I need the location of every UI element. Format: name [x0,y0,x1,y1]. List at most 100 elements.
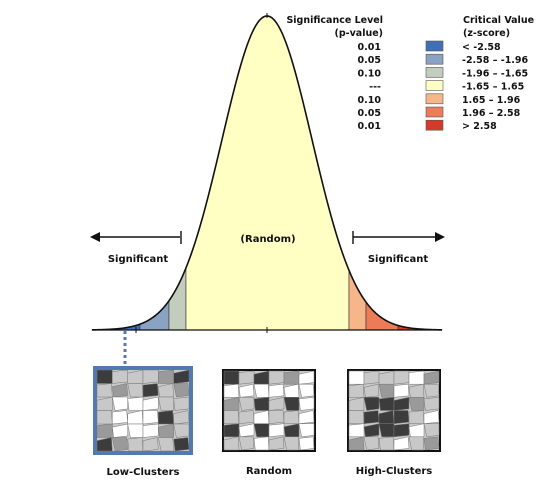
map-region [408,436,425,451]
map-region [142,396,159,411]
map-region [298,410,315,424]
map-region [238,397,255,411]
map-region [363,410,380,424]
map-region [96,369,113,384]
right-significant-label: Significant [368,254,429,265]
left-arrow [90,231,182,244]
map-region [238,370,255,385]
map-region [112,369,128,384]
map-region [223,436,240,451]
map-region [142,383,159,398]
map-region [268,436,285,451]
map-region [283,423,300,438]
map-region [348,396,365,411]
legend-p-value: 0.10 [358,95,382,106]
map-region [423,370,440,385]
map-region [158,423,174,438]
map-region [96,423,113,438]
map-region [363,423,380,438]
map-region [112,383,128,398]
map-region [253,423,270,438]
map-region [268,423,285,438]
legend-z-score: 1.65 – 1.96 [462,95,521,106]
map-region [268,410,285,424]
map-region [173,369,190,384]
map-region [268,383,285,398]
map-region [283,436,300,451]
map-region [142,437,159,452]
map-region [348,370,365,385]
map-high-clusters [347,369,441,452]
legend-p-value: 0.10 [358,68,382,79]
map-region [283,397,300,411]
map-region [157,396,174,411]
map-region [408,370,425,385]
map-region [173,423,190,438]
map-region [223,423,240,438]
map-region [423,397,440,411]
map-region [238,383,255,398]
map-region [423,436,440,451]
map-region [112,423,128,438]
map-region [283,410,300,424]
legend-p-value: 0.01 [358,42,381,53]
map-region [96,396,113,411]
map-region [96,383,113,398]
map-region [142,423,159,438]
legend-heading-p: Significance Level [286,15,383,26]
legend-swatch [425,93,444,105]
map-region [348,410,365,424]
map-region [348,436,365,451]
map-region [268,396,285,411]
map-region [142,410,159,425]
map-region [173,410,190,425]
legend-z-score: > 2.58 [462,121,497,132]
map-region [238,436,255,451]
map-region [393,410,410,424]
map-region [253,383,270,398]
map-region [157,437,174,452]
legend-p-value: 0.05 [358,55,381,66]
map-region [363,436,380,451]
curve-bands [91,15,443,331]
map-region [158,410,174,425]
left-significant-label: Significant [108,254,169,265]
legend-heading-z-sub: (z-score) [463,28,510,39]
map-region [408,410,425,424]
map-region [238,423,255,438]
legend-heading-p-sub: (p-value) [335,28,384,39]
map-region [253,436,270,451]
map-region [393,423,410,438]
map-region [223,396,240,411]
legend-p-value: 0.01 [358,121,381,132]
random-label: (Random) [240,234,295,245]
map-region [363,370,380,385]
map-region [298,436,315,451]
legend-swatch [425,106,444,118]
map-region [408,397,425,411]
map-region [283,370,300,385]
map-region [268,370,285,385]
curve-band [168,267,187,331]
map-region [127,423,144,438]
legend-z-score: -1.96 – -1.65 [462,68,528,79]
map-region [96,410,113,425]
map-region [158,369,174,384]
map-random [222,369,316,452]
legend-z-score: -2.58 – -1.96 [462,55,529,66]
map-region [393,383,410,398]
legend-p-value: --- [369,82,381,93]
map-region [253,397,270,411]
map-region [223,383,240,398]
map-region [423,383,440,398]
map-region [173,396,190,411]
map-region [111,396,128,411]
map-region [348,383,365,398]
legend-swatch [425,67,444,78]
map-label-random: Random [246,466,292,477]
legend-swatch [425,119,444,131]
map-label-high-clusters: High-Clusters [356,466,433,477]
map-region [423,423,440,438]
map-region [111,437,128,452]
